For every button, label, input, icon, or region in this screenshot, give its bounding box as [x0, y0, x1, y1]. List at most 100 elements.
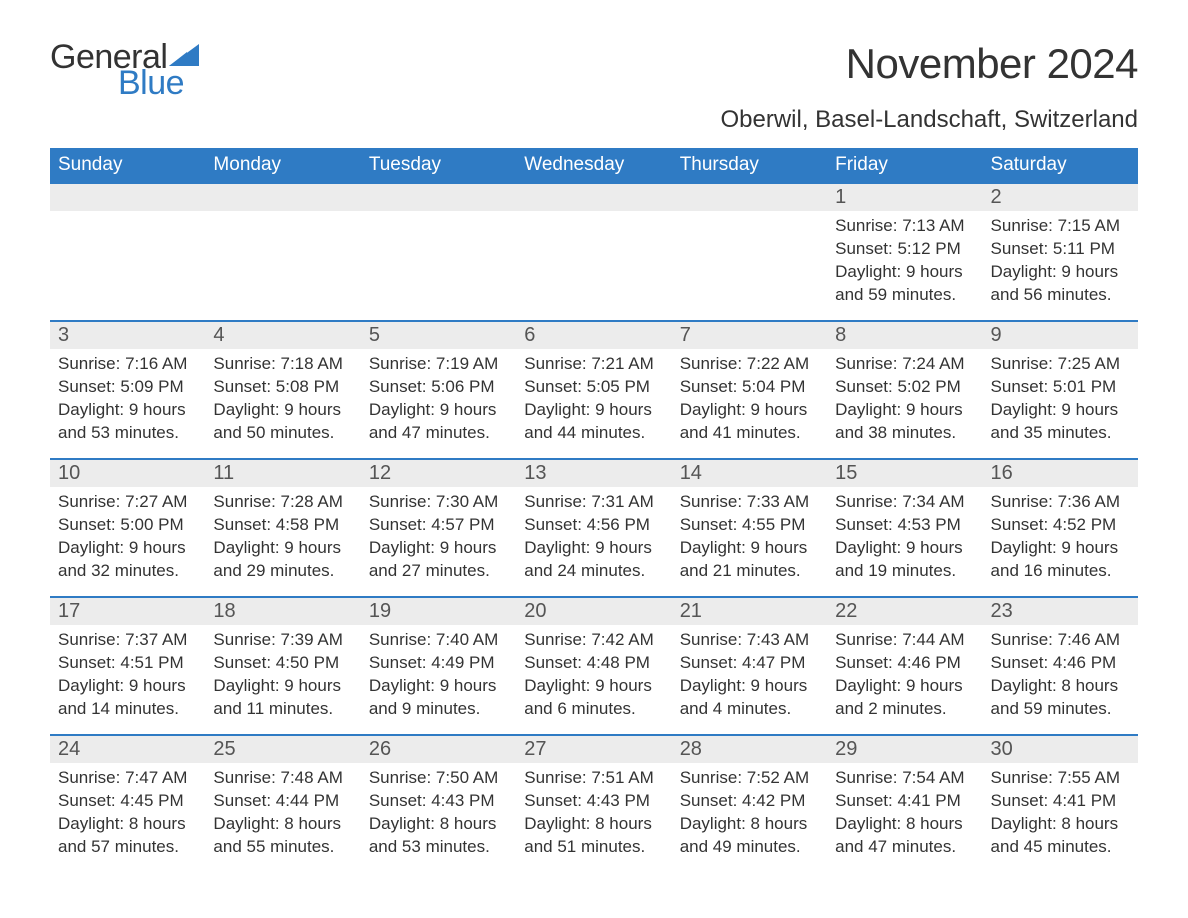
sunset-line: Sunset: 5:12 PM: [835, 238, 974, 261]
day-number: 3: [50, 322, 205, 349]
sunrise-line: Sunrise: 7:50 AM: [369, 767, 508, 790]
calendar-day-cell: 14Sunrise: 7:33 AMSunset: 4:55 PMDayligh…: [672, 459, 827, 597]
calendar-day-cell: 10Sunrise: 7:27 AMSunset: 5:00 PMDayligh…: [50, 459, 205, 597]
sunset-line: Sunset: 5:04 PM: [680, 376, 819, 399]
sunrise-line: Sunrise: 7:44 AM: [835, 629, 974, 652]
daylight-line: Daylight: 9 hours and 59 minutes.: [835, 261, 974, 307]
day-number: 23: [983, 598, 1138, 625]
calendar-day-cell: 1Sunrise: 7:13 AMSunset: 5:12 PMDaylight…: [827, 183, 982, 321]
day-body: Sunrise: 7:46 AMSunset: 4:46 PMDaylight:…: [983, 625, 1138, 725]
sunrise-line: Sunrise: 7:36 AM: [991, 491, 1130, 514]
daylight-line: Daylight: 9 hours and 47 minutes.: [369, 399, 508, 445]
day-body: Sunrise: 7:43 AMSunset: 4:47 PMDaylight:…: [672, 625, 827, 725]
day-number: 22: [827, 598, 982, 625]
sunset-line: Sunset: 4:50 PM: [213, 652, 352, 675]
sunrise-line: Sunrise: 7:31 AM: [524, 491, 663, 514]
sunrise-line: Sunrise: 7:24 AM: [835, 353, 974, 376]
sunrise-line: Sunrise: 7:46 AM: [991, 629, 1130, 652]
brand-word-2: Blue: [118, 66, 199, 100]
sunrise-line: Sunrise: 7:42 AM: [524, 629, 663, 652]
sunset-line: Sunset: 4:49 PM: [369, 652, 508, 675]
daylight-line: Daylight: 8 hours and 51 minutes.: [524, 813, 663, 859]
daylight-line: Daylight: 9 hours and 11 minutes.: [213, 675, 352, 721]
day-body: Sunrise: 7:30 AMSunset: 4:57 PMDaylight:…: [361, 487, 516, 587]
sunrise-line: Sunrise: 7:55 AM: [991, 767, 1130, 790]
calendar-day-cell: 7Sunrise: 7:22 AMSunset: 5:04 PMDaylight…: [672, 321, 827, 459]
calendar-day-cell: 13Sunrise: 7:31 AMSunset: 4:56 PMDayligh…: [516, 459, 671, 597]
day-number: 18: [205, 598, 360, 625]
day-number: 20: [516, 598, 671, 625]
calendar-day-cell: 2Sunrise: 7:15 AMSunset: 5:11 PMDaylight…: [983, 183, 1138, 321]
day-number: 21: [672, 598, 827, 625]
daylight-line: Daylight: 8 hours and 57 minutes.: [58, 813, 197, 859]
sunrise-line: Sunrise: 7:27 AM: [58, 491, 197, 514]
day-number: 30: [983, 736, 1138, 763]
daylight-line: Daylight: 8 hours and 47 minutes.: [835, 813, 974, 859]
sunset-line: Sunset: 5:05 PM: [524, 376, 663, 399]
daylight-line: Daylight: 9 hours and 29 minutes.: [213, 537, 352, 583]
daylight-line: Daylight: 9 hours and 41 minutes.: [680, 399, 819, 445]
sunset-line: Sunset: 5:01 PM: [991, 376, 1130, 399]
day-number: 6: [516, 322, 671, 349]
sunset-line: Sunset: 4:58 PM: [213, 514, 352, 537]
calendar-day-cell: 11Sunrise: 7:28 AMSunset: 4:58 PMDayligh…: [205, 459, 360, 597]
sunset-line: Sunset: 4:46 PM: [835, 652, 974, 675]
sunset-line: Sunset: 4:53 PM: [835, 514, 974, 537]
calendar-week-row: 3Sunrise: 7:16 AMSunset: 5:09 PMDaylight…: [50, 321, 1138, 459]
daylight-line: Daylight: 9 hours and 2 minutes.: [835, 675, 974, 721]
calendar-day-cell: 8Sunrise: 7:24 AMSunset: 5:02 PMDaylight…: [827, 321, 982, 459]
daylight-line: Daylight: 9 hours and 14 minutes.: [58, 675, 197, 721]
day-body: Sunrise: 7:44 AMSunset: 4:46 PMDaylight:…: [827, 625, 982, 725]
calendar-day-cell: [50, 183, 205, 321]
day-number: 26: [361, 736, 516, 763]
calendar-day-cell: 19Sunrise: 7:40 AMSunset: 4:49 PMDayligh…: [361, 597, 516, 735]
sunrise-line: Sunrise: 7:40 AM: [369, 629, 508, 652]
title-block: November 2024 Oberwil, Basel-Landschaft,…: [720, 40, 1138, 140]
daylight-line: Daylight: 9 hours and 19 minutes.: [835, 537, 974, 583]
day-body: Sunrise: 7:34 AMSunset: 4:53 PMDaylight:…: [827, 487, 982, 587]
calendar-day-cell: 30Sunrise: 7:55 AMSunset: 4:41 PMDayligh…: [983, 735, 1138, 873]
col-header: Wednesday: [516, 148, 671, 183]
day-body: Sunrise: 7:40 AMSunset: 4:49 PMDaylight:…: [361, 625, 516, 725]
sunset-line: Sunset: 4:47 PM: [680, 652, 819, 675]
sunset-line: Sunset: 5:11 PM: [991, 238, 1130, 261]
day-body: Sunrise: 7:33 AMSunset: 4:55 PMDaylight:…: [672, 487, 827, 587]
day-number: 24: [50, 736, 205, 763]
day-body: Sunrise: 7:52 AMSunset: 4:42 PMDaylight:…: [672, 763, 827, 863]
calendar-day-cell: 21Sunrise: 7:43 AMSunset: 4:47 PMDayligh…: [672, 597, 827, 735]
sunset-line: Sunset: 4:55 PM: [680, 514, 819, 537]
sunrise-line: Sunrise: 7:18 AM: [213, 353, 352, 376]
sunrise-line: Sunrise: 7:21 AM: [524, 353, 663, 376]
col-header: Thursday: [672, 148, 827, 183]
day-number: 27: [516, 736, 671, 763]
sunrise-line: Sunrise: 7:30 AM: [369, 491, 508, 514]
sunset-line: Sunset: 5:02 PM: [835, 376, 974, 399]
day-number: 7: [672, 322, 827, 349]
calendar-table: Sunday Monday Tuesday Wednesday Thursday…: [50, 148, 1138, 873]
sunset-line: Sunset: 4:41 PM: [835, 790, 974, 813]
sunset-line: Sunset: 4:44 PM: [213, 790, 352, 813]
calendar-day-cell: 27Sunrise: 7:51 AMSunset: 4:43 PMDayligh…: [516, 735, 671, 873]
day-body: Sunrise: 7:27 AMSunset: 5:00 PMDaylight:…: [50, 487, 205, 587]
sunset-line: Sunset: 4:57 PM: [369, 514, 508, 537]
day-body: Sunrise: 7:39 AMSunset: 4:50 PMDaylight:…: [205, 625, 360, 725]
col-header: Friday: [827, 148, 982, 183]
day-body: Sunrise: 7:16 AMSunset: 5:09 PMDaylight:…: [50, 349, 205, 449]
calendar-day-cell: 18Sunrise: 7:39 AMSunset: 4:50 PMDayligh…: [205, 597, 360, 735]
sunrise-line: Sunrise: 7:43 AM: [680, 629, 819, 652]
day-number: 13: [516, 460, 671, 487]
daylight-line: Daylight: 9 hours and 44 minutes.: [524, 399, 663, 445]
calendar-day-cell: 28Sunrise: 7:52 AMSunset: 4:42 PMDayligh…: [672, 735, 827, 873]
sunrise-line: Sunrise: 7:25 AM: [991, 353, 1130, 376]
calendar-day-cell: 3Sunrise: 7:16 AMSunset: 5:09 PMDaylight…: [50, 321, 205, 459]
day-number: 15: [827, 460, 982, 487]
day-number: 1: [827, 184, 982, 211]
daylight-line: Daylight: 9 hours and 53 minutes.: [58, 399, 197, 445]
calendar-day-cell: 23Sunrise: 7:46 AMSunset: 4:46 PMDayligh…: [983, 597, 1138, 735]
sunrise-line: Sunrise: 7:54 AM: [835, 767, 974, 790]
sunset-line: Sunset: 5:08 PM: [213, 376, 352, 399]
daylight-line: Daylight: 9 hours and 9 minutes.: [369, 675, 508, 721]
calendar-day-cell: [361, 183, 516, 321]
daylight-line: Daylight: 8 hours and 59 minutes.: [991, 675, 1130, 721]
calendar-day-cell: 4Sunrise: 7:18 AMSunset: 5:08 PMDaylight…: [205, 321, 360, 459]
